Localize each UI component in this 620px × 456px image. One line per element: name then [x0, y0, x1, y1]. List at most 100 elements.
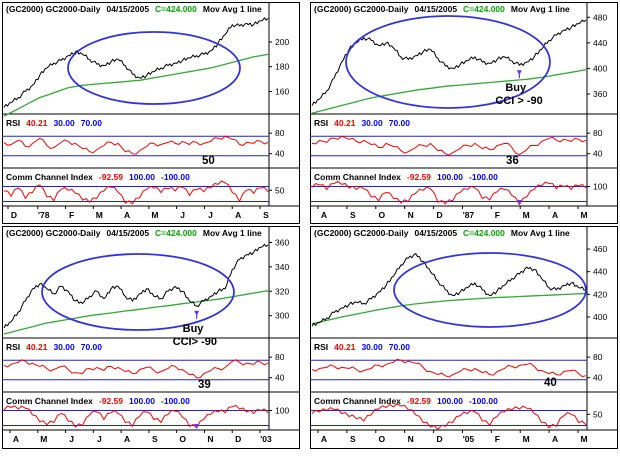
cci-upper: 100.00 [129, 396, 155, 406]
moving-average-line [311, 69, 587, 114]
x-axis-label: J [208, 210, 213, 220]
cci-lower: -100.00 [161, 172, 190, 182]
rsi-header: RSI 40.21 30.00 70.00 [314, 118, 410, 128]
chart-close-price: C=424.000 [463, 228, 505, 238]
x-axis-label: S [152, 434, 158, 444]
rsi-lower: 70.00 [81, 118, 103, 128]
rsi-tick-label: 40 [275, 373, 285, 383]
cci-line [311, 403, 587, 431]
rsi-tick-label: 80 [275, 352, 285, 362]
price-tick-label: 440 [593, 38, 607, 48]
x-axis-label: A [552, 210, 558, 220]
rsi-value: 40.21 [334, 342, 356, 352]
price-line [3, 17, 269, 108]
price-tick-label: 340 [275, 262, 289, 272]
buy-annotation-title: Buy [183, 323, 205, 335]
x-axis-label: O [378, 210, 385, 220]
chart-title: (GC2000) GC2000-Daily 04/15/2005 C=424.000… [6, 4, 262, 14]
rsi-tick-label: 80 [593, 128, 603, 138]
price-tick-label: 160 [275, 86, 289, 96]
cci-header: Comm Channel Index -92.59 100.00 -100.00 [6, 172, 190, 182]
cci-label: Comm Channel Index [6, 396, 93, 406]
price-line [311, 19, 587, 106]
x-axis-label: A [235, 210, 241, 220]
price-tick-label: 400 [593, 312, 607, 322]
x-axis-label: A [13, 434, 19, 444]
rsi-line [311, 135, 587, 156]
rsi-line [3, 135, 269, 155]
x-axis-label: N [207, 434, 213, 444]
x-axis-label: S [263, 210, 269, 220]
price-tick-label: 320 [275, 286, 289, 296]
rsi-annotation: 50 [202, 155, 215, 167]
cci-line [311, 180, 587, 206]
buy-annotation-condition: CCI > -90 [495, 95, 542, 107]
x-axis-label: S [350, 210, 356, 220]
price-tick-label: 440 [593, 267, 607, 277]
x-axis-label: N [408, 210, 414, 220]
price-tick-label: 360 [275, 237, 289, 247]
rsi-value: 40.21 [26, 342, 48, 352]
chart-title: (GC2000) GC2000-Daily 04/15/2005 C=424.000… [6, 228, 262, 238]
cci-header: Comm Channel Index -92.59 100.00 -100.00 [314, 172, 498, 182]
rsi-upper: 30.00 [53, 342, 75, 352]
x-axis-label: J [69, 434, 74, 444]
cci-label: Comm Channel Index [6, 172, 93, 182]
cci-header: Comm Channel Index -92.59 100.00 -100.00 [6, 396, 190, 406]
cci-value: -92.59 [99, 172, 123, 182]
rsi-annotation: 36 [506, 155, 519, 167]
cci-value: -92.59 [407, 172, 431, 182]
rsi-tick-label: 40 [593, 373, 603, 383]
cci-value: -92.59 [99, 396, 123, 406]
moving-average-line [3, 53, 269, 117]
cci-lower: -100.00 [161, 396, 190, 406]
panel-frame [2, 2, 300, 224]
cci-label: Comm Channel Index [314, 172, 401, 182]
rsi-label: RSI [314, 118, 328, 128]
cci-tick-label: 100 [593, 182, 607, 192]
moving-average-line [311, 292, 587, 325]
chart-title: (GC2000) GC2000-Daily 04/15/2005 C=424.000… [314, 4, 570, 14]
cci-upper: 100.00 [437, 172, 463, 182]
price-line [311, 252, 587, 327]
cci-line [3, 180, 269, 205]
x-axis-label: J [180, 210, 185, 220]
cci-lower: -100.00 [469, 396, 498, 406]
chart-study-label: Mov Avg 1 line [203, 228, 262, 238]
price-tick-label: 400 [593, 63, 607, 73]
x-axis-label: A [124, 434, 130, 444]
price-tick-label: 460 [593, 244, 607, 254]
x-axis-label: F [495, 434, 500, 444]
rsi-upper: 30.00 [53, 118, 75, 128]
rsi-tick-label: 40 [275, 149, 285, 159]
cci-tick-label: 100 [275, 406, 289, 416]
chart-title-symbol: (GC2000) GC2000-Daily [6, 228, 101, 238]
cci-upper: 100.00 [129, 172, 155, 182]
rsi-label: RSI [6, 342, 20, 352]
chart-close-price: C=424.000 [155, 4, 197, 14]
chart-panel-3: (GC2000) GC2000-Daily 04/15/2005 C=424.000… [2, 226, 300, 449]
rsi-label: RSI [314, 342, 328, 352]
rsi-header: RSI 40.21 30.00 70.00 [6, 118, 102, 128]
cci-value: -92.59 [407, 396, 431, 406]
moving-average-line [3, 290, 269, 335]
chart-date: 04/15/2005 [107, 4, 150, 14]
chart-close-price: C=424.000 [463, 4, 505, 14]
highlight-ellipse [67, 31, 241, 105]
price-tick-label: 180 [275, 62, 289, 72]
x-axis-label: M [580, 210, 587, 220]
chart-panel-1: (GC2000) GC2000-Daily 04/15/2005 C=424.000… [2, 2, 300, 224]
rsi-upper: 30.00 [361, 118, 383, 128]
x-axis-label: N [408, 434, 414, 444]
cci-tick-label: 50 [275, 185, 285, 195]
x-axis-label: D [436, 210, 442, 220]
chart-title: (GC2000) GC2000-Daily 04/15/2005 C=424.000… [314, 228, 570, 238]
x-axis-label: M [151, 210, 158, 220]
rsi-lower: 70.00 [389, 118, 411, 128]
rsi-annotation: 39 [198, 379, 211, 391]
highlight-ellipse [345, 15, 551, 109]
x-axis-label: A [321, 210, 327, 220]
chart-date: 04/15/2005 [415, 228, 458, 238]
cci-upper: 100.00 [437, 396, 463, 406]
